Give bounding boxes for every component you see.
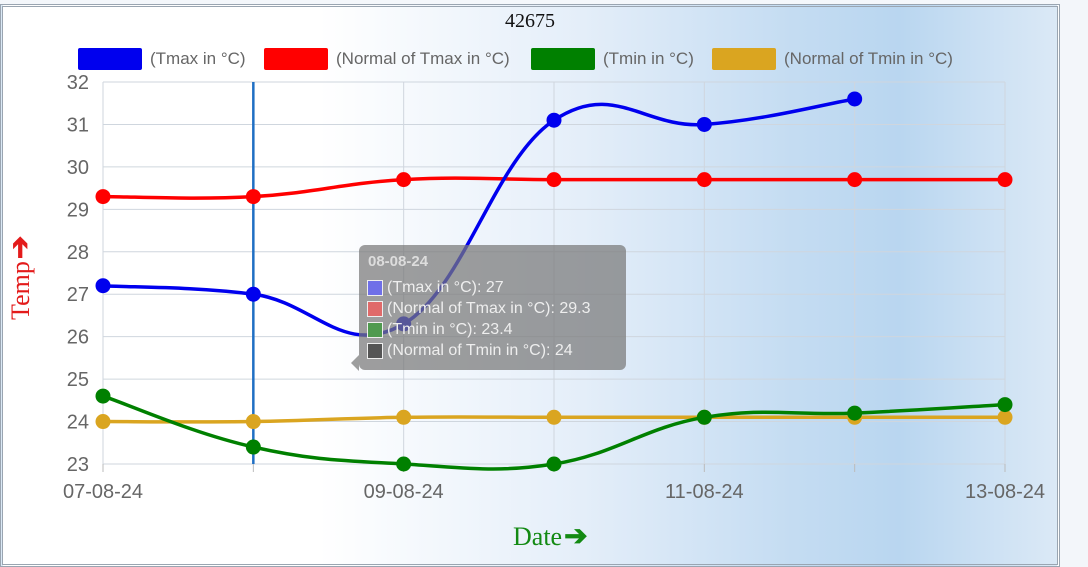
data-point-tmax <box>245 286 261 302</box>
y-tick-label: 28 <box>67 242 89 264</box>
data-point-tmax <box>546 112 562 128</box>
legend-label-normal-tmin: (Normal of Tmin in °C) <box>784 49 953 68</box>
x-tick-label: 13-08-24 <box>965 481 1045 503</box>
tooltip-swatch-tmax <box>367 280 383 296</box>
y-tick-label: 30 <box>67 157 89 179</box>
up-arrow-icon: ➔ <box>5 235 36 260</box>
y-tick-label: 29 <box>67 199 89 221</box>
tooltip-text-tmax: (Tmax in °C): 27 <box>387 279 504 296</box>
y-tick-label: 31 <box>67 114 89 136</box>
y-tick-label: 24 <box>67 412 89 434</box>
legend-item-normal-tmax[interactable]: (Normal of Tmax in °C) <box>264 46 510 72</box>
x-axis-title: Date ➔ <box>513 522 588 552</box>
legend: (Tmax in °C) (Normal of Tmax in °C) (Tmi… <box>0 46 1060 74</box>
legend-item-tmax[interactable]: (Tmax in °C) <box>78 46 246 72</box>
tooltip-caret <box>351 355 359 371</box>
data-point-tmax <box>696 116 712 132</box>
tooltip-swatch-normal-tmin <box>367 343 383 359</box>
data-point-normal-tmax <box>95 189 111 205</box>
data-point-tmin <box>396 456 412 472</box>
y-tick-label: 32 <box>67 72 89 94</box>
page-margin <box>1060 0 1088 567</box>
tooltip-row: (Normal of Tmax in °C): 29.3 <box>367 300 591 318</box>
x-axis-title-text: Date <box>513 522 563 551</box>
y-tick-label: 23 <box>67 454 89 476</box>
data-point-normal-tmin <box>546 409 562 425</box>
data-point-tmax <box>95 278 111 294</box>
legend-label-normal-tmax: (Normal of Tmax in °C) <box>336 49 510 68</box>
legend-label-tmax: (Tmax in °C) <box>150 49 246 68</box>
legend-swatch-normal-tmin <box>712 48 776 70</box>
chart-title: 42675 <box>505 10 555 32</box>
y-axis-title: Temp ➔ <box>5 236 36 320</box>
data-point-normal-tmax <box>847 172 863 188</box>
x-tick-label: 09-08-24 <box>364 481 444 503</box>
tooltip: 08-08-24 (Tmax in °C): 27 (Normal of Tma… <box>351 245 626 371</box>
tooltip-title: 08-08-24 <box>368 253 429 270</box>
tooltip-swatch-normal-tmax <box>367 301 383 317</box>
right-arrow-icon: ➔ <box>564 521 588 552</box>
data-point-tmin <box>95 388 111 404</box>
tooltip-text-normal-tmax: (Normal of Tmax in °C): 29.3 <box>387 300 591 317</box>
x-tick-label: 11-08-24 <box>665 481 744 503</box>
legend-swatch-tmin <box>531 48 595 70</box>
data-point-normal-tmax <box>396 172 412 188</box>
data-point-tmax <box>847 91 863 107</box>
data-point-normal-tmax <box>546 172 562 188</box>
data-point-tmin <box>847 405 863 421</box>
tooltip-swatch-tmin <box>367 322 383 338</box>
legend-item-normal-tmin[interactable]: (Normal of Tmin in °C) <box>712 46 953 72</box>
tooltip-row: (Normal of Tmin in °C): 24 <box>367 342 573 360</box>
legend-swatch-tmax <box>78 48 142 70</box>
legend-label-tmin: (Tmin in °C) <box>603 49 694 68</box>
data-point-normal-tmin <box>245 414 261 430</box>
data-point-normal-tmin <box>997 409 1013 425</box>
data-point-tmin <box>997 397 1013 413</box>
data-point-normal-tmin <box>95 414 111 430</box>
y-tick-label: 26 <box>67 327 89 349</box>
tooltip-text-tmin: (Tmin in °C): 23.4 <box>387 321 513 338</box>
data-point-tmin <box>696 409 712 425</box>
tooltip-text-normal-tmin: (Normal of Tmin in °C): 24 <box>387 342 573 359</box>
y-tick-label: 25 <box>67 369 89 391</box>
data-point-tmin <box>546 456 562 472</box>
data-point-tmin <box>245 439 261 455</box>
y-axis-title-text: Temp <box>6 261 35 320</box>
tooltip-row: (Tmin in °C): 23.4 <box>367 321 513 339</box>
tooltip-row: (Tmax in °C): 27 <box>367 279 504 297</box>
data-point-normal-tmax <box>245 189 261 205</box>
x-tick-label: 07-08-24 <box>63 481 143 503</box>
legend-item-tmin[interactable]: (Tmin in °C) <box>531 46 694 72</box>
data-point-normal-tmax <box>696 172 712 188</box>
y-tick-label: 27 <box>67 284 89 306</box>
data-point-normal-tmin <box>396 409 412 425</box>
data-point-normal-tmax <box>997 172 1013 188</box>
legend-swatch-normal-tmax <box>264 48 328 70</box>
